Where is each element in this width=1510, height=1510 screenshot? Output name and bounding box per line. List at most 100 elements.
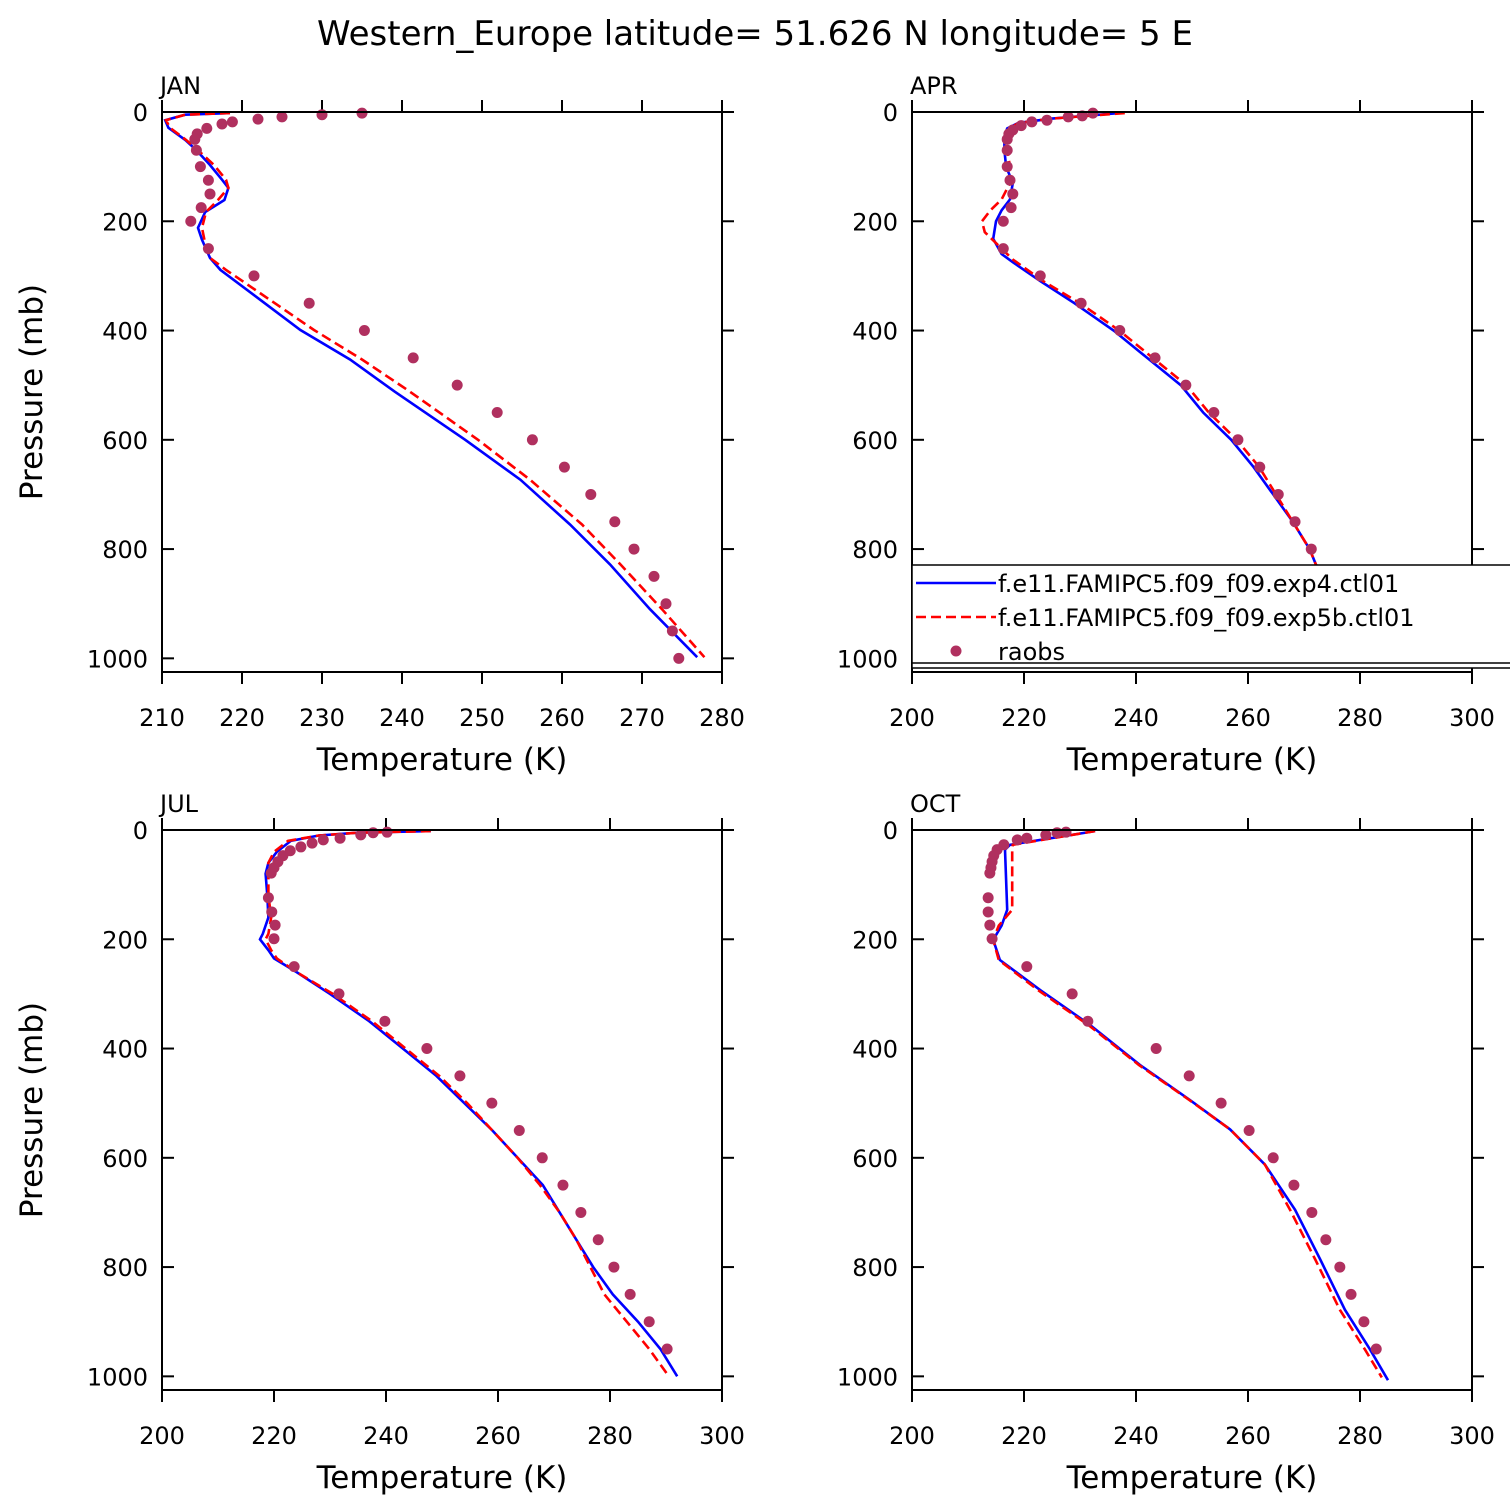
y-tick-label: 0 bbox=[883, 99, 898, 127]
obs-point bbox=[185, 215, 197, 227]
obs-point bbox=[609, 516, 621, 528]
x-tick-label: 270 bbox=[619, 704, 665, 732]
obs-point bbox=[1001, 133, 1013, 145]
x-tick-label: 200 bbox=[139, 1422, 185, 1450]
obs-point bbox=[557, 1179, 569, 1191]
x-axis-label: Temperature (K) bbox=[316, 742, 568, 778]
obs-point bbox=[317, 834, 329, 846]
obs-point bbox=[334, 832, 346, 844]
obs-point bbox=[303, 297, 315, 309]
obs-point bbox=[268, 933, 280, 945]
x-tick-label: 300 bbox=[1449, 704, 1495, 732]
profile-line bbox=[980, 111, 1378, 660]
obs-point bbox=[997, 215, 1009, 227]
y-tick-label: 1000 bbox=[87, 1363, 148, 1391]
x-tick-label: 250 bbox=[459, 704, 505, 732]
obs-point bbox=[592, 1234, 604, 1246]
y-tick-label: 800 bbox=[852, 536, 898, 564]
figure-title: Western_Europe latitude= 51.626 N longit… bbox=[317, 14, 1193, 54]
obs-point bbox=[266, 906, 278, 918]
y-tick-label: 800 bbox=[852, 1254, 898, 1282]
obs-point bbox=[381, 826, 393, 838]
y-tick-label: 800 bbox=[102, 536, 148, 564]
panel-title: OCT bbox=[910, 790, 961, 818]
x-tick-label: 220 bbox=[219, 704, 265, 732]
obs-point bbox=[195, 202, 207, 214]
obs-point bbox=[252, 113, 264, 125]
obs-point bbox=[558, 461, 570, 473]
obs-point bbox=[1370, 1343, 1382, 1355]
y-tick-label: 0 bbox=[133, 99, 148, 127]
obs-point bbox=[660, 598, 672, 610]
obs-point bbox=[648, 570, 660, 582]
x-tick-label: 220 bbox=[1001, 704, 1047, 732]
plot-frame bbox=[911, 111, 1473, 673]
y-tick-label: 400 bbox=[852, 1036, 898, 1064]
legend-label: f.e11.FAMIPC5.f09_f09.exp4.ctl01 bbox=[998, 570, 1399, 598]
obs-point bbox=[536, 1152, 548, 1164]
x-tick-label: 300 bbox=[699, 1422, 745, 1450]
obs-point bbox=[1183, 1070, 1195, 1082]
profile-line bbox=[163, 111, 699, 659]
obs-point bbox=[1254, 461, 1266, 473]
obs-point bbox=[1007, 188, 1019, 200]
obs-point bbox=[643, 1316, 655, 1328]
obs-point bbox=[673, 652, 685, 664]
obs-point bbox=[1001, 144, 1013, 156]
obs-point bbox=[1208, 406, 1220, 418]
obs-point bbox=[265, 867, 277, 879]
y-tick-label: 400 bbox=[102, 318, 148, 346]
panel: APR 0 200 400 600 800 1000 200 220 240 260 280 300 Te… bbox=[837, 72, 1510, 778]
x-axis-label: Temperature (K) bbox=[1066, 742, 1318, 778]
legend-label: f.e11.FAMIPC5.f09_f09.exp5b.ctl01 bbox=[998, 604, 1415, 632]
legend-box bbox=[911, 564, 1510, 669]
obs-point bbox=[204, 188, 216, 200]
x-tick-label: 260 bbox=[1225, 704, 1271, 732]
obs-point bbox=[276, 111, 288, 123]
obs-point bbox=[1082, 1015, 1094, 1027]
y-tick-label: 600 bbox=[102, 1145, 148, 1173]
x-axis-label: Temperature (K) bbox=[1066, 1460, 1318, 1496]
y-tick-label: 800 bbox=[102, 1254, 148, 1282]
x-tick-label: 220 bbox=[251, 1422, 297, 1450]
x-tick-label: 280 bbox=[587, 1422, 633, 1450]
x-tick-label: 240 bbox=[363, 1422, 409, 1450]
y-tick-label: 400 bbox=[852, 318, 898, 346]
obs-point bbox=[1180, 379, 1192, 391]
x-tick-label: 220 bbox=[1001, 1422, 1047, 1450]
obs-point bbox=[1001, 161, 1013, 173]
plot-frame bbox=[161, 829, 723, 1391]
obs-point bbox=[269, 919, 281, 931]
obs-point bbox=[1034, 270, 1046, 282]
x-tick-label: 280 bbox=[699, 704, 745, 732]
obs-point bbox=[333, 988, 345, 1000]
legend-label: raobs bbox=[998, 638, 1065, 666]
obs-point bbox=[1288, 1179, 1300, 1191]
y-tick-label: 1000 bbox=[87, 645, 148, 673]
obs-point bbox=[262, 892, 274, 904]
plot-frame bbox=[911, 829, 1473, 1391]
obs-point bbox=[1232, 434, 1244, 446]
x-tick-label: 280 bbox=[1337, 1422, 1383, 1450]
legend-marker bbox=[950, 645, 962, 657]
obs-point bbox=[608, 1261, 620, 1273]
x-tick-label: 240 bbox=[379, 704, 425, 732]
x-axis-label: Temperature (K) bbox=[316, 1460, 568, 1496]
y-tick-label: 200 bbox=[852, 208, 898, 236]
obs-point bbox=[982, 906, 994, 918]
obs-point bbox=[1021, 832, 1033, 844]
y-tick-label: 1000 bbox=[837, 645, 898, 673]
panel: JUL 0 200 400 600 800 1000 200 220 240 260 280 300 Te… bbox=[14, 790, 745, 1496]
panel-title: JUL bbox=[158, 790, 199, 818]
obs-point bbox=[216, 118, 228, 130]
obs-point bbox=[1149, 352, 1161, 364]
obs-point bbox=[984, 867, 996, 879]
obs-point bbox=[201, 122, 213, 134]
obs-point bbox=[358, 325, 370, 337]
plot-frame bbox=[161, 111, 723, 673]
obs-point bbox=[1320, 1234, 1332, 1246]
obs-point bbox=[986, 933, 998, 945]
obs-point bbox=[295, 841, 307, 853]
obs-point bbox=[1215, 1097, 1227, 1109]
